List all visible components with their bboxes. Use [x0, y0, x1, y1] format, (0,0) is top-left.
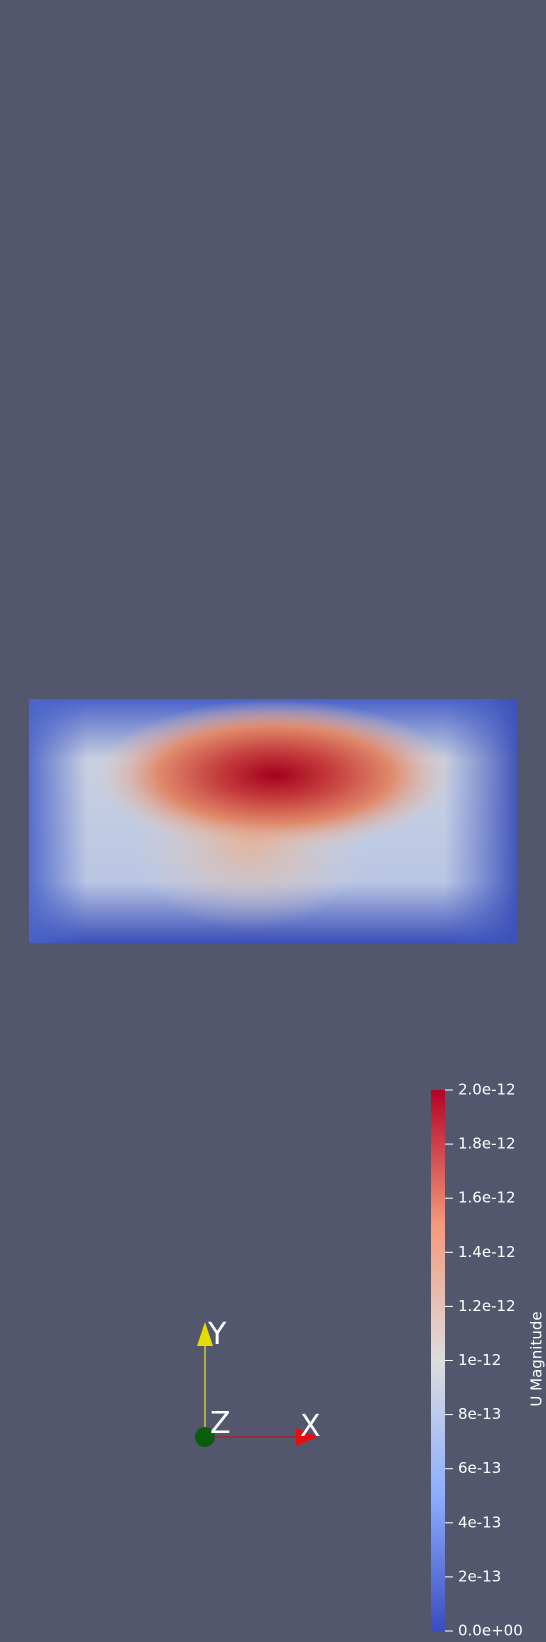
axis-label: X: [300, 1409, 321, 1444]
tick-label: 2e-13: [458, 1567, 501, 1585]
tick-label: 1.8e-12: [458, 1135, 516, 1153]
axis-label: Z: [210, 1406, 231, 1441]
colorbar-ticks: 2.0e-12 1.8e-12 1.6e-12 1.4e-12 1.2e-12 1e-12…: [445, 1081, 523, 1640]
colorbar-title: U Magnitude: [528, 1311, 546, 1406]
orientation-axes: Y Z X: [195, 1317, 321, 1447]
field: [29, 699, 517, 943]
tick-label: 1e-12: [458, 1351, 501, 1369]
colorbar: [431, 1090, 445, 1631]
tick-label: 4e-13: [458, 1513, 501, 1531]
tick-label: 1.2e-12: [458, 1297, 516, 1315]
tick-label: 2.0e-12: [458, 1081, 516, 1099]
tick-label: 1.4e-12: [458, 1243, 516, 1261]
tick-label: 8e-13: [458, 1405, 501, 1423]
tick-label: 6e-13: [458, 1459, 501, 1477]
tick-label: 0.0e+00: [458, 1622, 523, 1640]
tick-label: 1.6e-12: [458, 1189, 516, 1207]
axis-label: Y: [207, 1317, 227, 1352]
